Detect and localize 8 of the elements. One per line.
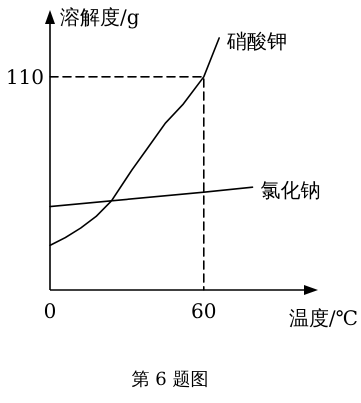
x-tick-label: 0: [44, 299, 56, 323]
x-axis-title: 温度/℃: [288, 306, 358, 330]
annotation: 110: [6, 64, 44, 89]
text: 第 6 题图: [132, 369, 208, 390]
x-tick-label: 60: [191, 299, 217, 323]
series-label: 氯化钠: [260, 178, 320, 202]
y-axis-title: 溶解度/g: [60, 5, 140, 29]
series-label: 硝酸钾: [226, 29, 288, 53]
